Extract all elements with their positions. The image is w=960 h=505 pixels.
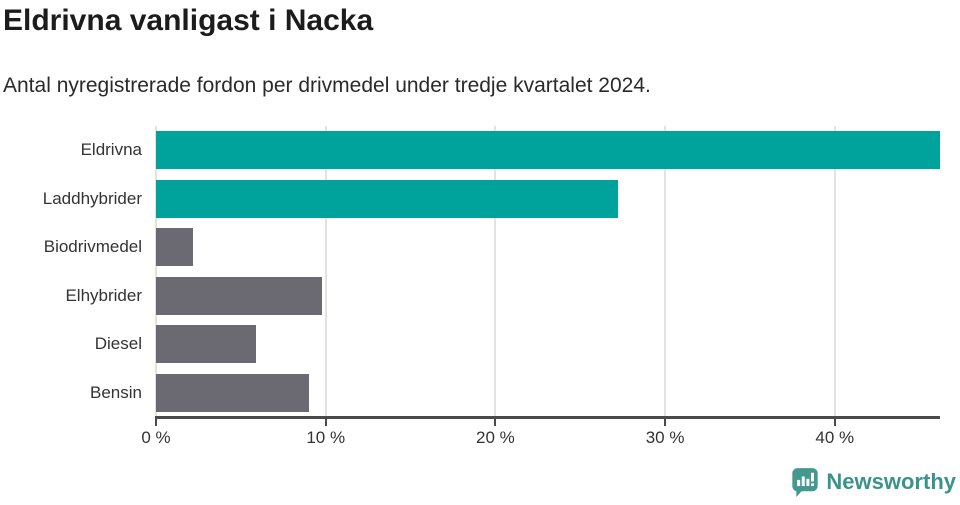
category-label: Laddhybrider bbox=[42, 188, 142, 208]
category-label: Elhybrider bbox=[65, 285, 142, 305]
gridline bbox=[324, 126, 327, 417]
bar-chart-speech-bubble-icon bbox=[792, 468, 819, 497]
bar-eldrivna bbox=[156, 131, 940, 170]
x-tick-mark bbox=[833, 419, 836, 426]
x-tick-mark bbox=[155, 419, 157, 426]
brand-name: Newsworthy bbox=[826, 469, 956, 494]
category-label: Biodrivmedel bbox=[43, 237, 142, 257]
x-axis-line bbox=[155, 416, 940, 419]
chart-subtitle: Antal nyregistrerade fordon per drivmede… bbox=[3, 74, 651, 97]
bar-elhybrider bbox=[156, 276, 323, 315]
bar-series bbox=[156, 126, 940, 417]
x-tick-label: 0 % bbox=[141, 428, 171, 447]
x-tick-mark bbox=[664, 419, 667, 426]
bar-bensin bbox=[156, 373, 309, 412]
y-axis-category-labels: Eldrivna Laddhybrider Biodrivmedel Elhybrid… bbox=[0, 126, 142, 417]
gridline bbox=[664, 126, 667, 417]
x-axis-tick-labels: 0 % 10 % 20 % 30 % 40 % bbox=[141, 428, 940, 450]
gridline bbox=[833, 126, 836, 417]
bar-row bbox=[156, 126, 940, 175]
x-tick-mark bbox=[324, 419, 327, 426]
category-label: Diesel bbox=[94, 334, 142, 354]
bar-biodrivmedel bbox=[156, 228, 194, 267]
bar-row bbox=[156, 272, 940, 321]
brand-footer: Newsworthy bbox=[791, 467, 956, 497]
x-tick-label: 10 % bbox=[306, 428, 346, 447]
bar-row bbox=[156, 369, 940, 418]
bar-row bbox=[156, 175, 940, 224]
bar-diesel bbox=[156, 325, 257, 364]
gridline bbox=[494, 126, 497, 417]
x-tick-mark bbox=[494, 419, 497, 426]
gridline bbox=[155, 126, 157, 417]
x-tick-label: 30 % bbox=[645, 428, 685, 447]
chart-title: Eldrivna vanligast i Nacka bbox=[3, 4, 374, 37]
category-label: Bensin bbox=[90, 382, 142, 402]
bar-row bbox=[156, 223, 940, 272]
x-tick-label: 20 % bbox=[476, 428, 515, 447]
x-tick-label: 40 % bbox=[815, 428, 855, 447]
plot-area bbox=[155, 126, 940, 417]
bar-laddhybrider bbox=[156, 179, 618, 218]
category-label: Eldrivna bbox=[80, 140, 142, 160]
bar-row bbox=[156, 320, 940, 369]
x-axis-ticks bbox=[155, 419, 940, 427]
